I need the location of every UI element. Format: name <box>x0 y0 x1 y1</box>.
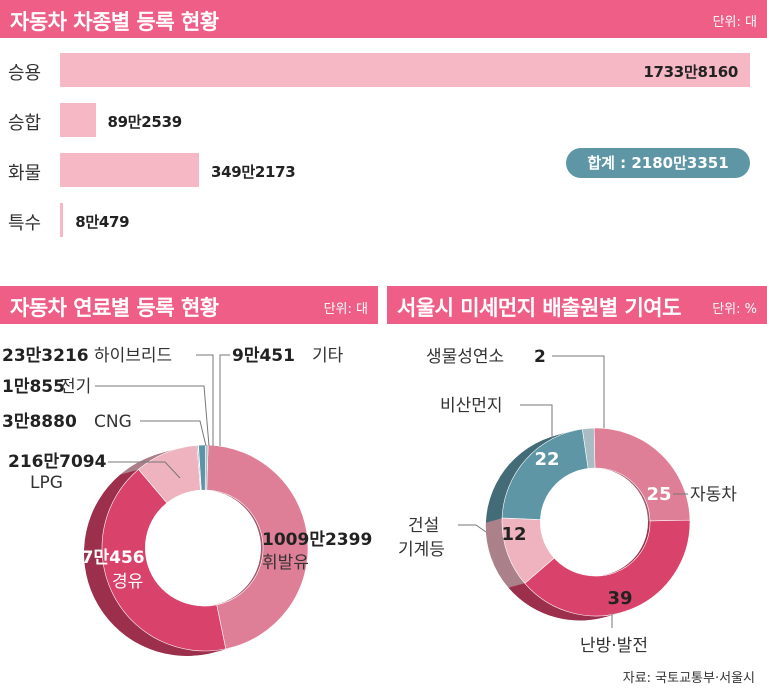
slice-label: 건설 <box>408 516 439 536</box>
bar-category-label: 승용 <box>8 63 42 84</box>
donut-hole <box>540 468 648 576</box>
slice-label: CNG <box>94 412 132 432</box>
leader-line <box>196 354 214 446</box>
fuel-type-title: 자동차 연료별 등록 현황 <box>10 296 219 320</box>
leader-line <box>458 524 487 533</box>
slice-value-label: 23만3216 <box>2 346 89 366</box>
slice-value-label: 3만8880 <box>2 412 77 432</box>
fuel-type-unit: 단위: 대 <box>323 302 368 317</box>
bar-value-label: 89만2539 <box>107 113 183 131</box>
vehicle-type-banner: 자동차 차종별 등록 현황 단위: 대 <box>0 0 767 38</box>
dust-source-unit: 단위: % <box>712 302 757 317</box>
donut-slice <box>206 444 309 650</box>
donut-slice <box>593 427 691 522</box>
bar <box>60 203 64 237</box>
leader-line <box>520 404 553 438</box>
leader-line <box>552 355 605 428</box>
leader-line <box>95 385 210 447</box>
slice-label: 휘발유 <box>262 553 309 573</box>
bar-category-label: 승합 <box>8 113 42 134</box>
slice-value-label: 22 <box>534 449 559 470</box>
bar-value-label: 1733만8160 <box>643 63 738 81</box>
slice-value-label: 1만855 <box>2 377 65 397</box>
source-note: 자료: 국토교통부·서울시 <box>622 671 755 686</box>
slice-label: 자동차 <box>690 485 737 505</box>
donut-slice <box>204 444 209 491</box>
leader-line <box>140 420 207 447</box>
slice-value-label: 1009만2399 <box>262 530 372 550</box>
slice-label: LPG <box>30 473 63 493</box>
slice-label: 비산먼지 <box>440 396 503 416</box>
slice-value-label: 917만456 <box>58 548 145 568</box>
bar-value-label: 349만2173 <box>210 163 296 181</box>
slice-label: 기계등 <box>398 540 445 560</box>
vehicle-type-unit: 단위: 대 <box>712 15 757 30</box>
slice-label: 생물성연소 <box>426 347 504 367</box>
fuel-type-banner: 자동차 연료별 등록 현황 단위: 대 <box>0 286 378 324</box>
slice-value-label: 25 <box>646 484 671 505</box>
bar <box>60 53 750 87</box>
total-badge: 합계 : 2180만3351 <box>566 148 750 178</box>
slice-label: 전기 <box>60 377 91 397</box>
leader-line <box>108 461 181 479</box>
bar-value-label: 8만479 <box>75 213 130 231</box>
leader-line <box>219 354 230 446</box>
slice-value-label: 12 <box>501 524 526 545</box>
donut-hole <box>145 490 261 606</box>
bar <box>60 153 199 187</box>
slice-value-label: 9만451 <box>232 346 295 366</box>
slice-label: 하이브리드 <box>94 346 172 366</box>
slice-label: 기타 <box>312 346 344 366</box>
bar-category-label: 특수 <box>8 213 42 234</box>
donut-slice <box>524 519 691 617</box>
bar <box>60 103 96 137</box>
slice-value-label: 216만7094 <box>8 452 107 472</box>
dust-source-banner: 서울시 미세먼지 배출원별 기여도 단위: % <box>387 286 767 324</box>
slice-value-label: 2 <box>534 347 546 367</box>
dust-source-title: 서울시 미세먼지 배출원별 기여도 <box>397 296 681 320</box>
bar-category-label: 화물 <box>8 163 42 184</box>
slice-label: 난방·발전 <box>580 636 648 656</box>
vehicle-type-title: 자동차 차종별 등록 현황 <box>10 10 219 34</box>
slice-label: 경유 <box>112 572 143 592</box>
slice-value-label: 39 <box>607 588 632 609</box>
